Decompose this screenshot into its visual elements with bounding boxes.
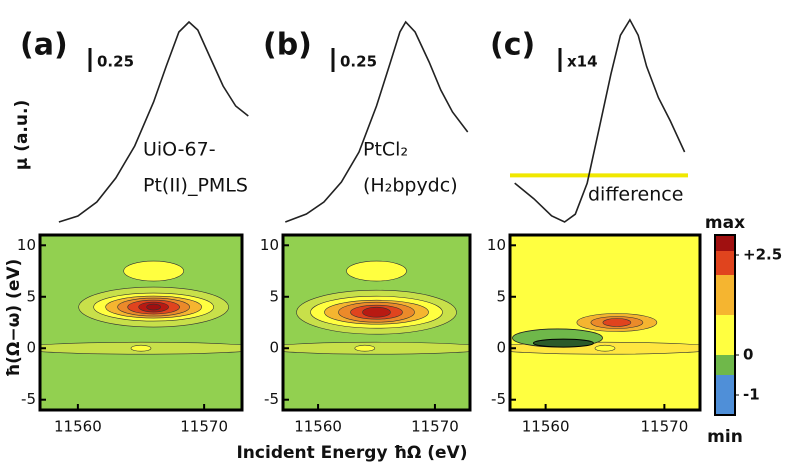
contour-map	[283, 235, 470, 410]
y-label-bottom: ħ(Ω−ω) (eV)	[4, 259, 24, 378]
colorbar-label: -1	[743, 386, 760, 404]
band	[130, 344, 152, 352]
panel-label: (a)	[20, 28, 68, 63]
y-tick-label: 5	[26, 287, 36, 305]
colorbar-segment	[715, 355, 735, 375]
colorbar-frame	[714, 234, 736, 416]
ring	[532, 338, 594, 348]
colorbar-segment	[715, 251, 735, 275]
colorbar-label: 0	[743, 346, 753, 364]
colorbar-segment	[715, 275, 735, 315]
x-tick-label: 11570	[180, 418, 228, 436]
band	[594, 344, 616, 352]
ring	[362, 306, 391, 318]
x-tick-label: 11560	[522, 418, 570, 436]
colorbar-min: min	[707, 427, 743, 447]
y-tick-label: -5	[491, 390, 506, 408]
y-tick-label: 10	[487, 236, 506, 254]
ring	[602, 318, 632, 327]
y-tick-label: 0	[269, 339, 279, 357]
y-tick-label: 5	[496, 287, 506, 305]
scale-label: 0.25	[340, 53, 377, 71]
x-tick-label: 11560	[294, 418, 342, 436]
x-label: Incident Energy ħΩ (eV)	[236, 443, 467, 463]
colorbar-max: max	[705, 213, 745, 233]
y-label-top: μ (a.u.)	[12, 100, 32, 170]
annotation: difference	[588, 184, 683, 206]
band	[283, 341, 470, 355]
map-frame	[38, 233, 244, 412]
y-tick-label: -5	[264, 390, 279, 408]
map-frame	[508, 233, 702, 412]
spectrum	[285, 20, 469, 223]
x-tick-label: 11570	[641, 418, 689, 436]
contour-map	[510, 235, 700, 410]
ring	[146, 303, 161, 311]
annotation: PtCl₂	[363, 139, 408, 161]
colorbar-segment	[715, 315, 735, 355]
y-tick-label: 0	[496, 339, 506, 357]
annotation: (H₂bpydc)	[363, 175, 458, 197]
map-frame	[281, 233, 472, 412]
ring	[346, 260, 407, 282]
y-tick-label: 10	[260, 236, 279, 254]
spectrum	[514, 18, 686, 223]
spectrum	[58, 20, 249, 223]
y-tick-label: -5	[21, 390, 36, 408]
band	[354, 344, 376, 352]
colorbar-segment	[715, 375, 735, 415]
scale-label: x14	[567, 53, 598, 71]
y-tick-label: 10	[17, 236, 36, 254]
contour-map	[40, 235, 242, 410]
panel-label: (b)	[263, 28, 312, 63]
panel-label: (c)	[490, 28, 535, 63]
x-tick-label: 11570	[411, 418, 459, 436]
x-tick-label: 11560	[54, 418, 102, 436]
colorbar-label: +2.5	[743, 246, 782, 264]
scale-label: 0.25	[97, 53, 134, 71]
colorbar-segment	[715, 235, 735, 251]
y-tick-label: 5	[269, 287, 279, 305]
y-tick-label: 0	[26, 339, 36, 357]
ring	[123, 260, 184, 282]
annotation: UiO-67-	[143, 139, 216, 161]
annotation: Pt(II)_PMLS	[143, 175, 248, 197]
